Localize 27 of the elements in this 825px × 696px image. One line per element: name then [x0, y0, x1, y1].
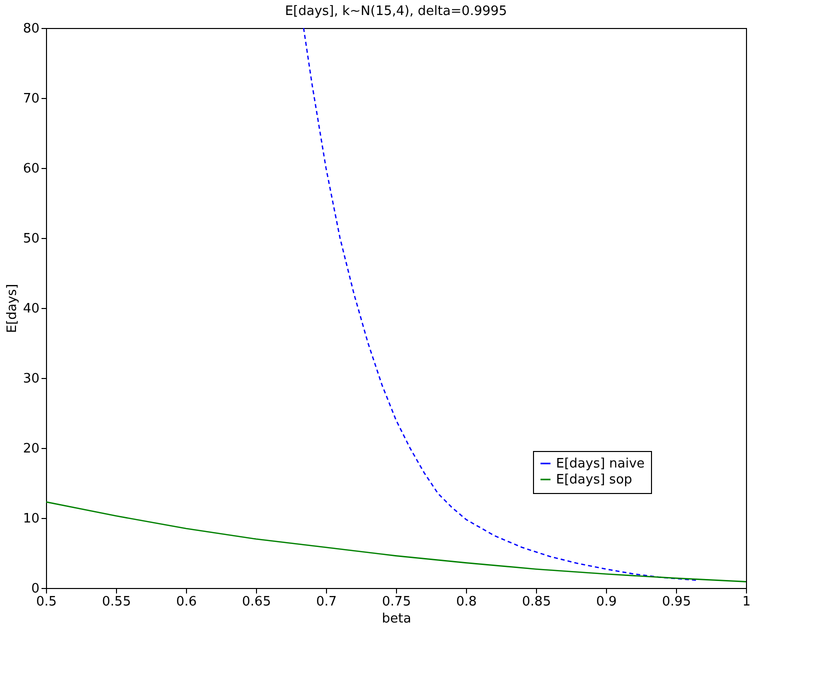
chart-title: E[days], k~N(15,4), delta=0.9995 [284, 4, 508, 19]
x-tick-label: 0.7 [316, 594, 337, 610]
legend-label: E[days] sop [556, 472, 632, 488]
y-tick-label: 40 [22, 302, 40, 316]
x-tick-label: 0.85 [522, 594, 551, 610]
x-tick-label: 0.55 [102, 594, 131, 610]
x-tick-label: 0.5 [36, 594, 57, 610]
x-tick-label: 0.75 [382, 594, 411, 610]
y-tick-label: 30 [22, 372, 40, 386]
x-tick-label: 0.9 [596, 594, 617, 610]
x-tick-label: 0.6 [176, 594, 197, 610]
x-tick-label: 0.65 [242, 594, 271, 610]
y-axis-title: E[days] [4, 284, 20, 334]
line-series [46, 501, 746, 582]
y-tick-label: 70 [22, 92, 40, 106]
legend-label: E[days] naive [556, 456, 645, 472]
x-tick-label: 1 [742, 594, 751, 610]
y-tick-label: 60 [22, 162, 40, 176]
x-tick-label: 0.8 [456, 594, 477, 610]
x-axis-title: beta [382, 612, 412, 626]
y-tick-label: 50 [22, 232, 40, 246]
y-tick-label: 80 [22, 22, 40, 36]
y-tick-label: 20 [22, 442, 40, 456]
line-series [302, 28, 698, 581]
y-tick-label: 0 [31, 582, 40, 596]
x-tick-label: 0.95 [662, 594, 691, 610]
y-tick-label: 10 [22, 512, 40, 526]
